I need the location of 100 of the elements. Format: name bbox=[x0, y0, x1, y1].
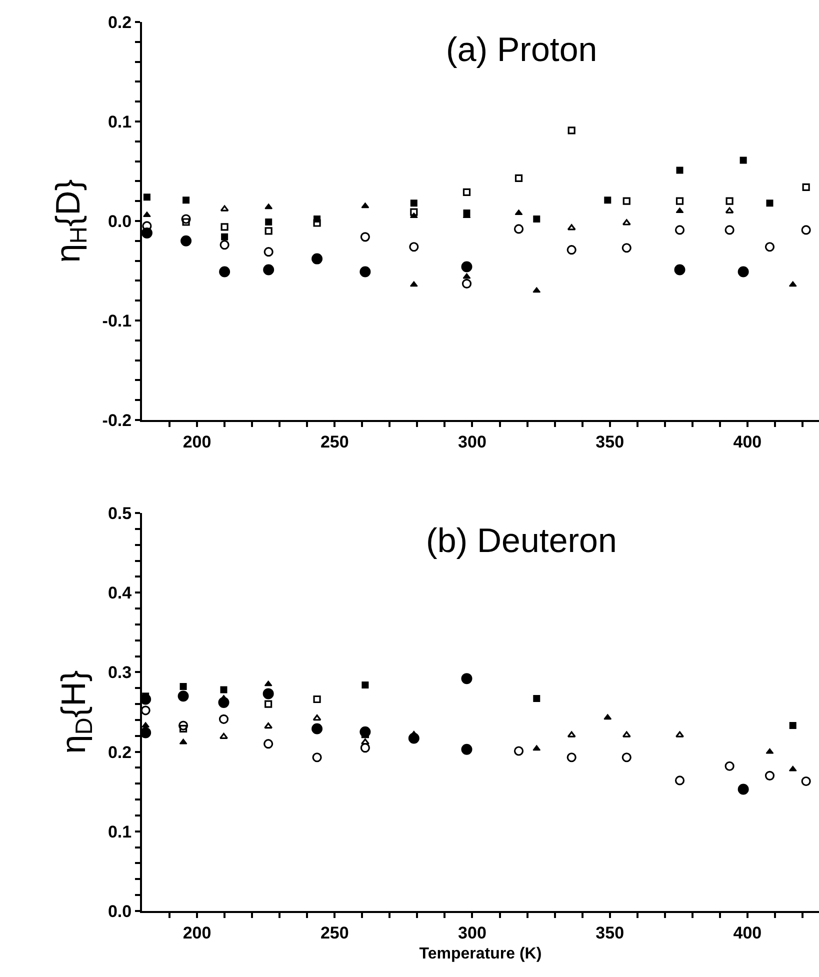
point bbox=[801, 225, 811, 235]
y-tick-label: -0.1 bbox=[102, 311, 132, 330]
y-tick-label: 0.1 bbox=[108, 822, 132, 842]
point bbox=[265, 218, 272, 226]
point bbox=[312, 723, 323, 734]
point bbox=[764, 242, 775, 252]
point bbox=[179, 738, 188, 744]
point bbox=[724, 761, 734, 771]
point bbox=[410, 200, 418, 207]
point bbox=[724, 225, 734, 235]
point bbox=[676, 166, 684, 174]
point bbox=[410, 208, 418, 216]
point bbox=[313, 695, 321, 704]
x-axis-title: Temperature (K) bbox=[419, 946, 542, 963]
point bbox=[461, 673, 472, 684]
point bbox=[766, 748, 774, 754]
x-tick-label: 200 bbox=[182, 923, 212, 942]
point bbox=[180, 683, 187, 690]
point bbox=[725, 207, 734, 214]
point bbox=[802, 183, 810, 191]
point bbox=[676, 197, 684, 205]
point bbox=[567, 731, 576, 738]
point bbox=[180, 235, 192, 246]
point bbox=[179, 724, 188, 733]
chart-title: (b) Deuteron bbox=[426, 522, 617, 560]
point bbox=[604, 714, 612, 720]
point bbox=[622, 219, 631, 226]
y-tick-label: 0.2 bbox=[108, 742, 132, 762]
point bbox=[142, 722, 150, 728]
point bbox=[532, 287, 541, 293]
point bbox=[566, 752, 576, 762]
point bbox=[410, 281, 418, 287]
point bbox=[264, 227, 272, 235]
point bbox=[313, 219, 321, 227]
point bbox=[142, 212, 151, 218]
point bbox=[219, 732, 228, 739]
point bbox=[726, 197, 734, 205]
x-tick-label: 250 bbox=[320, 432, 349, 452]
x-tick-label: 300 bbox=[458, 432, 486, 452]
point bbox=[567, 224, 576, 230]
point bbox=[409, 242, 419, 252]
point bbox=[532, 745, 541, 751]
point bbox=[461, 261, 472, 272]
point bbox=[264, 680, 272, 686]
point bbox=[312, 714, 322, 721]
point bbox=[219, 266, 230, 278]
point bbox=[140, 706, 150, 716]
y-tick-label: 0.2 bbox=[108, 12, 132, 32]
point bbox=[218, 714, 229, 724]
point bbox=[264, 204, 273, 210]
point bbox=[764, 770, 775, 780]
point bbox=[740, 156, 747, 164]
point bbox=[143, 194, 150, 201]
point bbox=[514, 210, 523, 216]
point bbox=[622, 731, 631, 738]
point bbox=[220, 205, 229, 212]
point bbox=[566, 245, 576, 255]
point bbox=[674, 264, 686, 276]
x-tick-label: 200 bbox=[182, 432, 212, 452]
point bbox=[622, 243, 632, 253]
point bbox=[674, 225, 685, 235]
y-tick-label: 0.5 bbox=[108, 504, 132, 523]
point bbox=[361, 202, 370, 208]
point bbox=[461, 744, 472, 755]
point bbox=[738, 784, 749, 795]
point bbox=[788, 766, 797, 772]
point bbox=[181, 214, 191, 224]
point bbox=[360, 232, 370, 242]
point bbox=[264, 739, 274, 749]
point bbox=[312, 752, 322, 762]
point bbox=[604, 196, 612, 204]
point bbox=[514, 174, 523, 182]
point bbox=[360, 266, 371, 278]
point bbox=[360, 743, 370, 753]
x-tick-label: 400 bbox=[733, 432, 762, 452]
point bbox=[801, 776, 811, 786]
chart-title: (a) Proton bbox=[446, 31, 598, 69]
point bbox=[264, 700, 272, 708]
x-tick-label: 400 bbox=[733, 923, 762, 942]
point bbox=[220, 223, 228, 231]
point bbox=[312, 253, 323, 264]
point bbox=[789, 722, 796, 730]
point bbox=[360, 738, 370, 745]
y-tick-label: 0.0 bbox=[108, 902, 132, 921]
point bbox=[410, 212, 418, 218]
point bbox=[676, 208, 684, 214]
y-tick-label: 0.1 bbox=[108, 112, 132, 132]
x-tick-label: 350 bbox=[596, 923, 624, 942]
point bbox=[462, 188, 471, 196]
point bbox=[220, 240, 230, 250]
point bbox=[674, 776, 685, 786]
point bbox=[182, 218, 190, 226]
point bbox=[514, 224, 524, 234]
x-tick-label: 300 bbox=[458, 923, 486, 942]
point bbox=[738, 266, 749, 278]
point bbox=[533, 694, 540, 702]
point bbox=[622, 197, 630, 205]
point bbox=[264, 247, 274, 257]
point bbox=[462, 273, 471, 279]
point bbox=[462, 278, 472, 288]
